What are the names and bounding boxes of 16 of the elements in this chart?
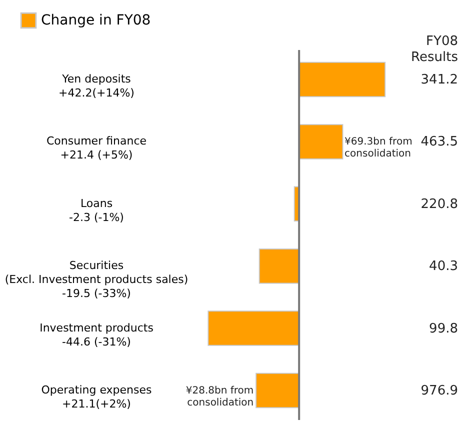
y-tick-label: Operating expenses +21.1(+2%) xyxy=(41,383,152,410)
text: 40.3 xyxy=(429,259,458,274)
annotation: ¥28.8bn from consolidation xyxy=(186,385,254,408)
y-tick-label: Loans -2.3 (-1%) xyxy=(69,196,124,224)
y-tick-label: Investment products -44.6 (-31%) xyxy=(40,321,154,348)
annotation: ¥69.3bn from consolidation xyxy=(344,136,412,160)
text: 341.2 xyxy=(420,72,458,88)
text: 976.9 xyxy=(420,383,458,398)
y-tick-label: Securities (Excl. Investment products sales) -19.5 (-33%) xyxy=(4,259,188,300)
text: 463.5 xyxy=(420,134,458,150)
y-tick-label: Consumer finance +21.4 (+5%) xyxy=(46,134,147,162)
y-tick-label: Yen deposits +42.2(+14%) xyxy=(58,72,134,100)
text: 99.8 xyxy=(429,321,458,336)
text: FY08 Results xyxy=(411,34,458,65)
legend-label: Change in FY08 xyxy=(41,12,151,28)
text: 220.8 xyxy=(420,196,458,212)
